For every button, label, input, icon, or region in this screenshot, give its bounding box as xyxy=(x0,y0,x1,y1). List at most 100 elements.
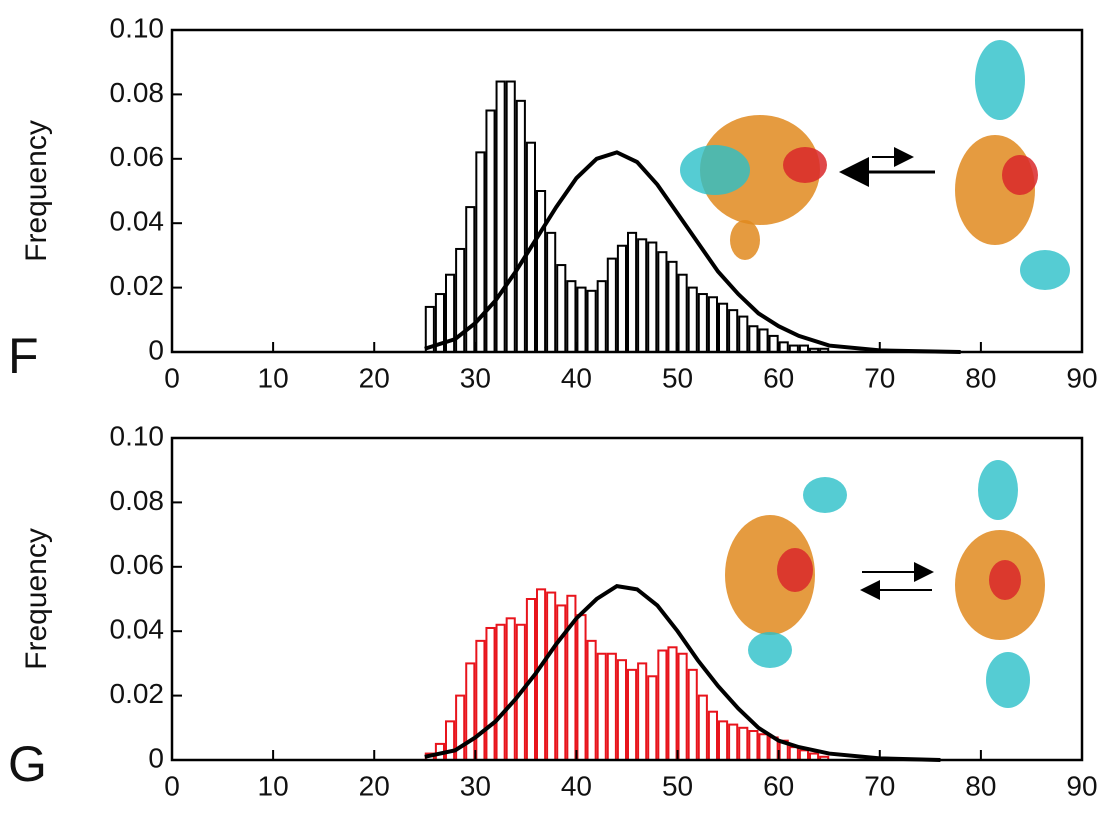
x-tick-label: 0 xyxy=(164,770,180,801)
x-tick-label: 80 xyxy=(965,770,996,801)
histogram-bar xyxy=(475,639,486,761)
histogram-bar xyxy=(748,730,759,762)
histogram-bar xyxy=(657,649,668,762)
x-tick-label: 70 xyxy=(864,362,895,393)
histogram-bar xyxy=(576,614,587,761)
y-tick-label: 0.04 xyxy=(110,206,165,237)
y-tick-label: 0.02 xyxy=(110,678,165,709)
histogram-bar xyxy=(576,286,587,354)
y-tick-label: 0 xyxy=(148,334,164,365)
y-tick-label: 0.02 xyxy=(110,270,165,301)
histogram-bar xyxy=(606,257,617,353)
histogram-bar xyxy=(556,604,567,761)
histogram-bar xyxy=(637,662,648,762)
histogram-bar xyxy=(738,315,749,353)
histogram-bar xyxy=(637,238,648,353)
histogram-bar xyxy=(586,289,597,354)
histogram-bar xyxy=(667,646,678,761)
x-tick-label: 60 xyxy=(763,362,794,393)
histogram-bar xyxy=(485,109,496,353)
x-tick-label: 20 xyxy=(359,770,390,801)
illustrations xyxy=(680,40,1070,708)
histogram-bar xyxy=(758,733,769,761)
histogram-bar xyxy=(687,668,698,762)
y-tick-label: 0.08 xyxy=(110,485,165,516)
y-tick-label: 0.06 xyxy=(110,141,165,172)
x-tick-label: 40 xyxy=(561,770,592,801)
y-axis-label: Frequency xyxy=(20,120,53,262)
histogram-bar xyxy=(546,231,557,353)
histogram-bar xyxy=(677,273,688,353)
histogram-bar xyxy=(505,617,516,761)
y-axis-label: Frequency xyxy=(20,528,53,670)
fit-curve xyxy=(424,584,941,762)
histogram-bar xyxy=(495,80,506,354)
x-tick-label: 80 xyxy=(965,362,996,393)
histogram-bar xyxy=(616,659,628,761)
histogram-bar xyxy=(515,99,526,353)
histogram-bar xyxy=(445,720,456,761)
x-tick-label: 70 xyxy=(864,770,895,801)
histogram-bar xyxy=(677,652,688,761)
molecule-right-g xyxy=(955,460,1045,708)
panel-label: G xyxy=(8,736,47,792)
histogram-bar xyxy=(778,341,789,353)
plot-frame xyxy=(170,28,1084,354)
histogram-bar xyxy=(627,231,638,353)
histogram-bar xyxy=(707,710,719,762)
y-tick-label: 0.08 xyxy=(110,77,165,108)
histogram-bar xyxy=(536,190,547,353)
histogram-bar xyxy=(718,302,729,354)
panel-label: F xyxy=(8,328,39,384)
y-tick-label: 0.06 xyxy=(110,549,165,580)
histogram-bar xyxy=(718,720,729,761)
histogram-bar xyxy=(738,726,749,761)
histogram-bar xyxy=(748,325,759,353)
histogram-bar xyxy=(606,652,617,761)
histogram-bar xyxy=(768,334,779,353)
histogram-bar xyxy=(465,662,476,762)
histogram-bar xyxy=(647,675,658,762)
histogram-bar xyxy=(495,623,506,762)
molecule-left-f xyxy=(680,115,827,260)
histogram-bar xyxy=(667,260,678,353)
histogram-bar xyxy=(536,588,547,762)
histogram-bar xyxy=(647,241,658,354)
histogram-bar xyxy=(556,264,567,353)
fit-curve xyxy=(424,150,961,354)
x-tick-label: 50 xyxy=(662,362,693,393)
x-tick-label: 90 xyxy=(1066,770,1097,801)
histogram-bar xyxy=(485,626,496,761)
y-tick-label: 0.10 xyxy=(110,12,165,43)
histogram-bar xyxy=(657,251,668,353)
histogram-bar xyxy=(788,746,799,761)
x-tick-label: 20 xyxy=(359,362,390,393)
histogram-bar xyxy=(697,293,708,354)
y-tick-label: 0.04 xyxy=(110,614,165,645)
histogram-bar xyxy=(505,80,516,354)
histogram-bar xyxy=(586,639,597,761)
histogram-bar xyxy=(596,652,607,761)
histogram-bar xyxy=(697,694,708,761)
y-tick-label: 0.10 xyxy=(110,420,165,451)
histogram-bar xyxy=(616,244,628,354)
histogram-bar xyxy=(566,280,577,353)
x-tick-label: 0 xyxy=(164,362,180,393)
histogram-bar xyxy=(546,591,557,761)
histogram-bar xyxy=(627,668,638,762)
x-tick-label: 90 xyxy=(1066,362,1097,393)
histogram-bar xyxy=(728,309,739,354)
histogram-bar xyxy=(596,280,607,353)
x-tick-label: 60 xyxy=(763,770,794,801)
histogram-bar xyxy=(758,328,769,353)
x-tick-label: 40 xyxy=(561,362,592,393)
histogram-bar xyxy=(687,286,698,354)
y-tick-label: 0 xyxy=(148,742,164,773)
x-tick-label: 30 xyxy=(460,770,491,801)
x-tick-label: 10 xyxy=(258,770,289,801)
histogram-bar xyxy=(707,296,719,354)
histogram-bar xyxy=(798,749,810,762)
molecule-right-f xyxy=(955,40,1070,290)
